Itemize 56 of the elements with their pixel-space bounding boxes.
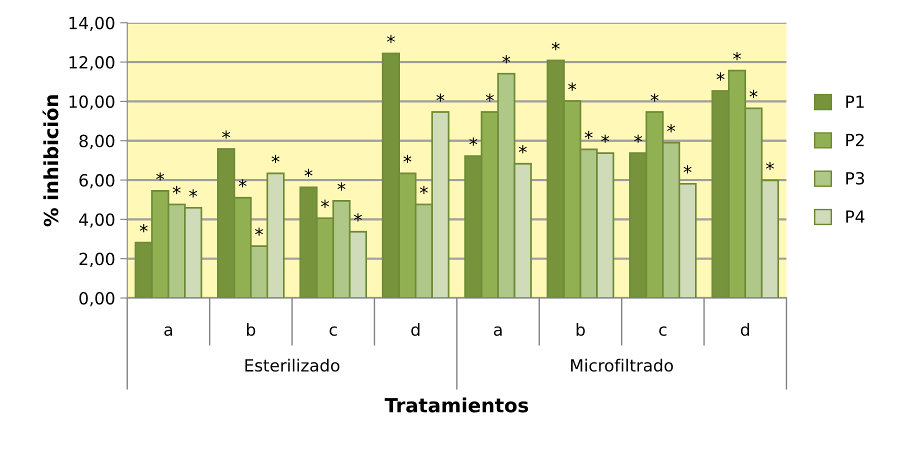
x-tick-label: d xyxy=(740,323,750,336)
data-label: * xyxy=(552,42,560,50)
x-tick-label: b xyxy=(247,323,256,336)
y-tick-label: 4,00 xyxy=(79,213,114,228)
data-label: * xyxy=(255,228,264,236)
data-label: * xyxy=(156,172,164,181)
data-label: * xyxy=(584,130,593,140)
data-label: * xyxy=(716,72,725,81)
data-label: * xyxy=(238,179,247,188)
y-tick-label: 8,00 xyxy=(79,134,114,149)
x-tick-label: b xyxy=(576,323,585,336)
data-label: * xyxy=(469,138,478,146)
data-label: * xyxy=(766,162,774,170)
y-tick-label: 6,00 xyxy=(79,174,114,188)
data-label: * xyxy=(172,186,181,194)
y-tick-label: 0,00 xyxy=(79,292,114,306)
data-label: * xyxy=(568,82,576,91)
data-label: * xyxy=(486,93,494,102)
legend-label: P1 xyxy=(846,96,864,108)
data-label: * xyxy=(321,200,329,208)
x-tick-label: c xyxy=(659,326,666,336)
data-label: * xyxy=(601,134,610,143)
x-tick-label: c xyxy=(330,326,337,336)
data-label: * xyxy=(189,189,198,198)
data-label: * xyxy=(140,224,148,232)
y-axis-title: % inhibición xyxy=(42,95,58,226)
legend-label: P4 xyxy=(846,210,864,223)
data-label: * xyxy=(272,154,280,164)
x-tick-label: a xyxy=(494,326,502,336)
data-label: * xyxy=(502,55,510,64)
data-label: * xyxy=(222,130,230,139)
legend-label: P2 xyxy=(846,134,864,146)
data-label: * xyxy=(650,93,659,102)
data-label: * xyxy=(436,93,444,102)
data-label: * xyxy=(733,52,741,60)
text: Microfiltrado xyxy=(571,358,673,372)
data-label: * xyxy=(684,165,692,174)
data-label: * xyxy=(386,34,395,44)
y-tick-label: 12,00 xyxy=(70,56,114,70)
y-tick-label: 10,00 xyxy=(70,95,114,110)
legend-label: P3 xyxy=(846,172,864,185)
x-tick-label: a xyxy=(164,326,172,336)
y-tick-label: 2,00 xyxy=(80,252,114,267)
y-tick-label: 14,00 xyxy=(70,16,114,32)
x-tick-label: d xyxy=(411,323,420,336)
data-label: * xyxy=(338,182,346,191)
data-label: * xyxy=(420,186,428,194)
data-label: * xyxy=(304,168,312,178)
data-label: * xyxy=(403,154,412,164)
data-label: * xyxy=(750,90,758,98)
data-label: * xyxy=(354,213,362,222)
data-label: * xyxy=(667,124,676,132)
x-axis-title: Tratamientos xyxy=(384,397,528,413)
text: Esterilizado xyxy=(245,358,340,372)
data-label: * xyxy=(518,145,527,154)
data-label: * xyxy=(634,134,642,143)
